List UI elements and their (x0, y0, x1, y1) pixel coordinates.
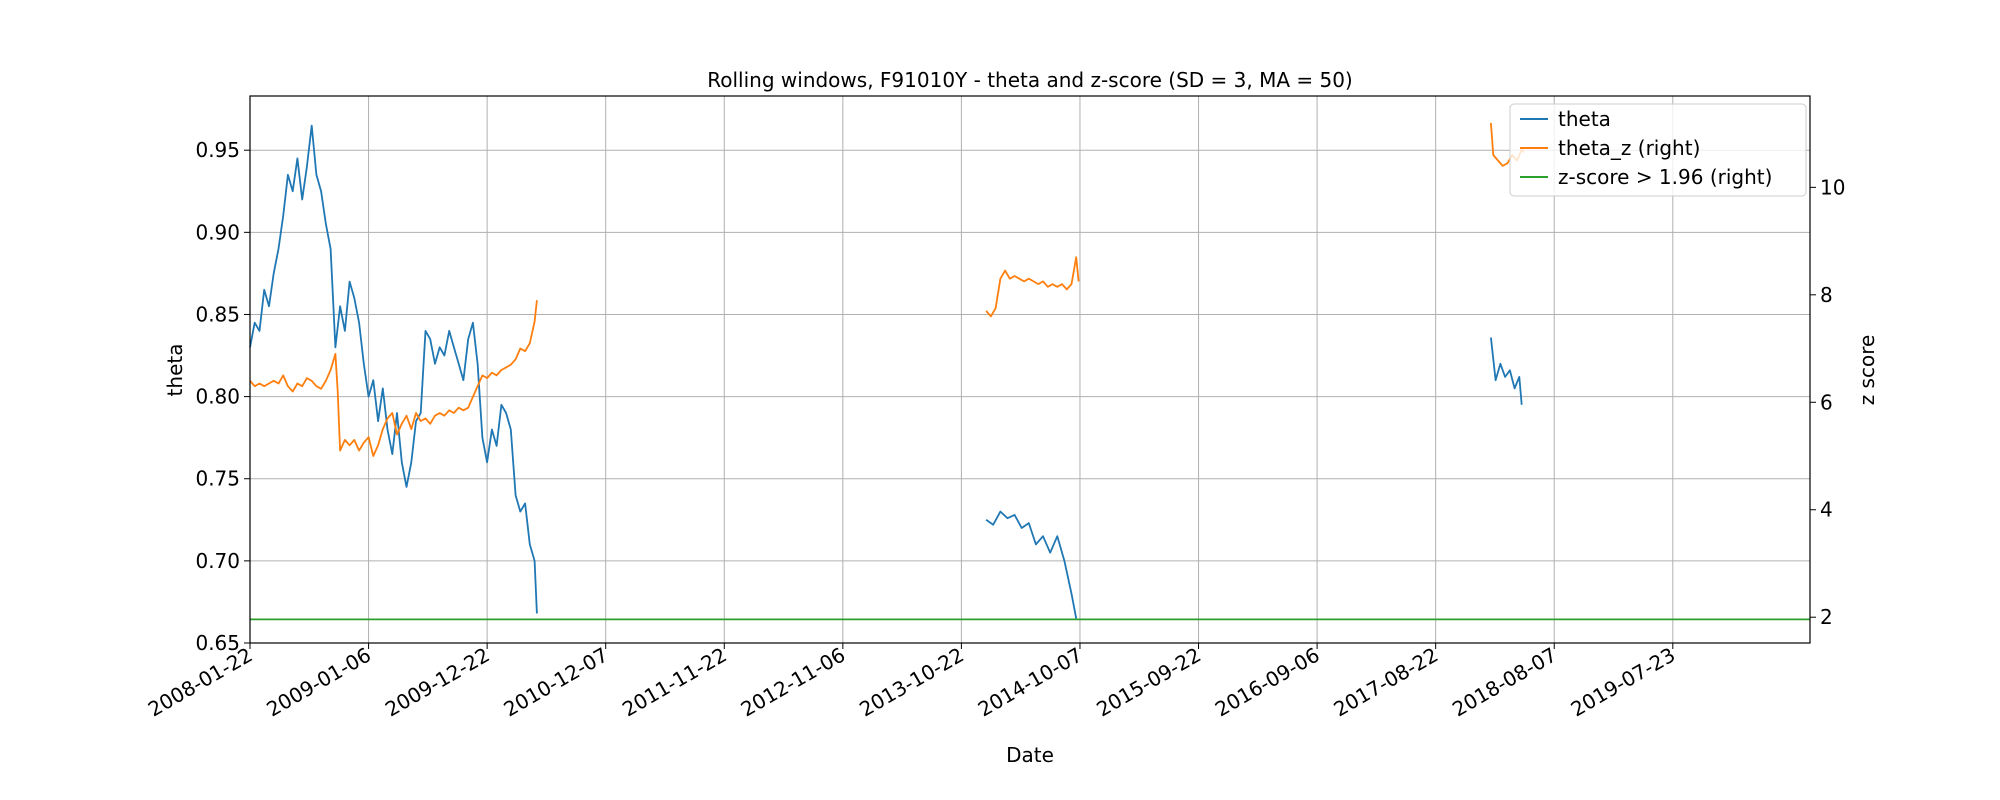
y-tick-label: 0.90 (195, 220, 240, 244)
y-right-tick-label: 2 (1820, 605, 1833, 629)
theta-z-series-line (249, 300, 538, 457)
y-axis-right-label: z score (1855, 335, 1879, 406)
legend-entry-threshold: z-score > 1.96 (right) (1558, 165, 1772, 189)
y-right-tick-label: 6 (1820, 390, 1833, 414)
plot-frame (249, 95, 1811, 644)
theta-series-line (249, 124, 538, 614)
y-right-tick-label: 10 (1820, 175, 1845, 199)
chart-title: Rolling windows, F91010Y - theta and z-s… (707, 68, 1352, 92)
legend: theta theta_z (right) z-score > 1.96 (righ… (1509, 103, 1807, 197)
y-tick-label: 0.65 (195, 631, 240, 655)
y-tick-label: 0.80 (195, 385, 240, 409)
y-right-tick-label: 4 (1820, 498, 1833, 522)
theta-series-line (985, 510, 1078, 619)
y-tick-label: 0.85 (195, 302, 240, 326)
y-axis-label: theta (163, 344, 187, 397)
legend-entry-theta: theta (1558, 107, 1611, 131)
legend-entry-theta-z: theta_z (right) (1558, 136, 1700, 160)
y-tick-label: 0.70 (195, 549, 240, 573)
legend-box (1509, 103, 1807, 197)
y-tick-label: 0.75 (195, 467, 240, 491)
y-tick-label: 0.95 (195, 138, 240, 162)
theta-series-line (1490, 337, 1523, 405)
theta-z-series-line (985, 256, 1080, 318)
y-right-tick-label: 8 (1820, 283, 1833, 307)
x-axis-label: Date (1006, 743, 1054, 767)
